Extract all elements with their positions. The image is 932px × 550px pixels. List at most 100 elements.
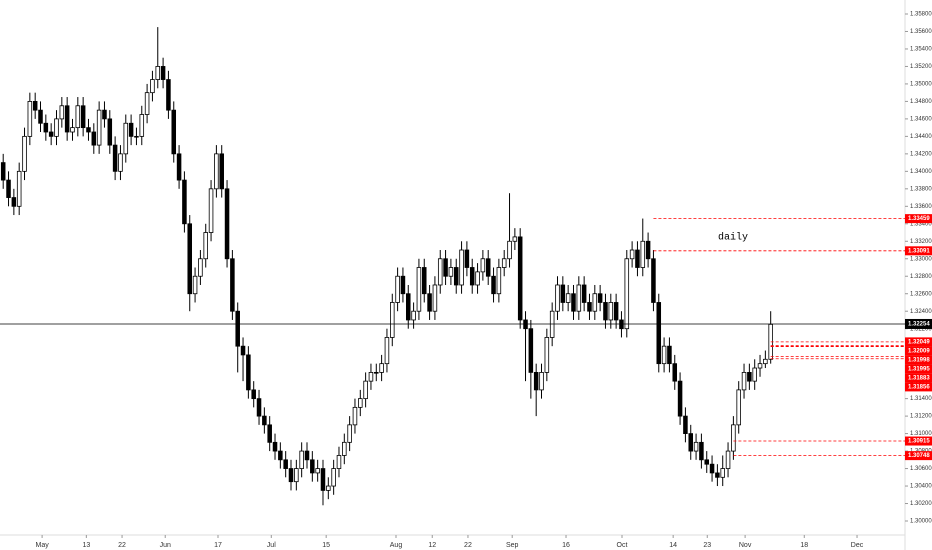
level-label: 1.31856 [908, 384, 930, 390]
level-label: 1.32009 [908, 348, 930, 354]
candle-body [651, 258, 656, 303]
candle-body [336, 455, 342, 469]
candle-body [91, 131, 97, 146]
candle-body [246, 354, 251, 391]
candle-body [59, 105, 65, 120]
level-tag [905, 214, 932, 224]
y-tick-label: 1.32600 [910, 291, 932, 297]
candle-body [363, 380, 368, 400]
candle-body [139, 114, 145, 137]
candle-body [635, 249, 640, 268]
candle-body [656, 302, 662, 365]
candle-body [581, 284, 587, 303]
x-tick-label: Jun [160, 542, 171, 549]
candle-body [118, 153, 123, 172]
x-tick-label: 12 [428, 542, 436, 549]
candle-body [251, 389, 256, 400]
candle-body [411, 310, 416, 321]
candle-body [725, 450, 731, 469]
candle-body [390, 302, 395, 338]
candle-body [294, 468, 299, 483]
y-tick-label: 1.33400 [910, 221, 932, 227]
candle-body [192, 275, 198, 295]
y-tick-label: 1.33200 [910, 239, 932, 245]
y-tick-label: 1.33800 [910, 186, 932, 192]
x-tick-label: 17 [214, 542, 222, 549]
candle-body [48, 131, 54, 137]
x-tick-label: 15 [322, 542, 330, 549]
candle-body [107, 118, 113, 146]
candle-body [453, 267, 459, 286]
candle-body [384, 337, 390, 365]
candle-body [624, 258, 630, 330]
x-tick-label: Sep [506, 542, 519, 549]
x-tick-label: Dec [851, 542, 864, 549]
candle-body [421, 267, 427, 295]
candle-body [587, 302, 592, 312]
level-label: 1.31995 [908, 366, 930, 372]
candle-body [331, 468, 336, 487]
y-tick-label: 1.31000 [910, 431, 932, 437]
y-tick-label: 1.31200 [910, 414, 932, 420]
candle-body [54, 118, 59, 137]
candle-body [16, 170, 22, 207]
candle-body [278, 450, 283, 461]
annotation: daily [718, 232, 748, 244]
y-tick-label: 1.33600 [910, 204, 932, 210]
candle-body [230, 258, 235, 312]
candle-body [38, 109, 43, 124]
candle-body [224, 188, 230, 260]
candle-body [443, 258, 448, 277]
candle-body [112, 144, 118, 172]
candle-body [592, 293, 598, 312]
candle-body [155, 66, 161, 80]
candle-body [715, 472, 720, 478]
y-tick-label: 1.35000 [910, 81, 932, 87]
candle-body [75, 105, 81, 129]
candle-body [699, 441, 704, 461]
candle-body [379, 363, 384, 373]
level-label: 1.31998 [908, 357, 930, 363]
level-tag [905, 355, 932, 365]
x-tick-label: Aug [390, 542, 403, 549]
y-tick-label: 1.30200 [910, 501, 932, 507]
candle-body [128, 122, 134, 137]
candle-body [288, 468, 294, 483]
candle-body [22, 135, 27, 172]
candle-body [432, 284, 438, 312]
candle-body [672, 363, 678, 382]
candle-body [171, 109, 177, 155]
candle-body [283, 459, 288, 469]
candle-body [485, 258, 491, 277]
y-tick-label: 1.30400 [910, 484, 932, 490]
y-tick-label: 1.31400 [910, 396, 932, 402]
candle-body [603, 302, 608, 321]
candle-body [459, 249, 464, 286]
current-price-label: 1.32254 [908, 322, 930, 328]
candle-body [102, 109, 107, 120]
candle-body [475, 271, 480, 286]
candle-body [315, 468, 320, 474]
candle-body [405, 293, 411, 321]
y-tick-label: 1.35200 [910, 64, 932, 70]
candle-body [11, 197, 17, 207]
candle-body [645, 240, 651, 260]
x-tick-label: 14 [669, 542, 677, 549]
candle-body [70, 127, 75, 133]
y-tick-label: 1.32200 [910, 326, 932, 332]
y-tick-label: 1.34200 [910, 151, 932, 157]
level-tag [905, 382, 932, 392]
candle-body [763, 358, 768, 365]
candle-body [160, 66, 166, 80]
candle-body [358, 398, 363, 408]
y-tick-label: 1.34000 [910, 169, 932, 175]
y-tick-label: 1.32800 [910, 274, 932, 280]
candle-body [144, 92, 150, 115]
candle-body [608, 302, 614, 321]
candle-body [43, 122, 49, 133]
candle-body [555, 284, 560, 312]
candle-body [320, 468, 326, 491]
level-tag [905, 436, 932, 446]
candle-body [496, 267, 502, 295]
